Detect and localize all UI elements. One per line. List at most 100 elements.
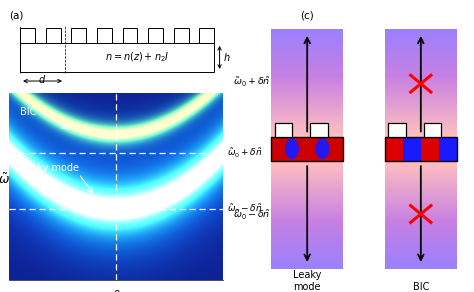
Bar <box>271 32 344 33</box>
Bar <box>384 123 457 124</box>
Bar <box>384 56 457 57</box>
Bar <box>271 58 344 60</box>
Bar <box>384 107 457 108</box>
Bar <box>271 35 344 37</box>
Bar <box>384 71 457 72</box>
Bar <box>384 126 457 127</box>
Bar <box>384 246 457 248</box>
Bar <box>271 258 344 260</box>
Bar <box>271 127 344 128</box>
Bar <box>384 231 457 233</box>
Bar <box>384 215 457 216</box>
Bar <box>46 29 61 43</box>
Bar <box>271 241 344 242</box>
Bar <box>271 237 344 238</box>
Bar <box>271 65 344 67</box>
Bar <box>271 176 344 177</box>
Bar <box>271 71 344 72</box>
Bar <box>424 123 441 137</box>
Bar <box>384 212 457 214</box>
Bar <box>271 38 344 39</box>
Bar <box>271 169 344 171</box>
Bar <box>271 45 344 46</box>
Bar <box>271 87 344 88</box>
Bar <box>271 256 344 257</box>
Bar <box>271 92 344 93</box>
Bar <box>271 264 344 265</box>
Bar <box>384 207 457 208</box>
Bar <box>271 231 344 233</box>
Bar <box>271 119 344 120</box>
Bar <box>271 72 344 73</box>
Bar <box>271 226 344 227</box>
Bar <box>271 69 344 71</box>
Bar <box>271 80 344 81</box>
Bar <box>384 130 457 131</box>
Bar <box>271 251 344 253</box>
Bar <box>384 220 457 222</box>
Bar <box>384 122 457 123</box>
Bar <box>271 222 344 223</box>
Bar <box>384 39 457 41</box>
Bar <box>271 191 344 192</box>
Bar <box>271 72 344 73</box>
Bar <box>271 249 344 250</box>
Bar <box>271 98 344 99</box>
Text: $d$: $d$ <box>38 74 46 86</box>
Bar <box>271 115 344 117</box>
Bar <box>384 199 457 200</box>
Bar <box>384 58 457 60</box>
Bar <box>384 233 457 234</box>
Ellipse shape <box>285 138 299 159</box>
Bar <box>384 208 457 210</box>
Bar <box>384 200 457 201</box>
Bar <box>271 188 344 189</box>
Text: BIC: BIC <box>20 107 36 117</box>
Bar <box>384 95 457 96</box>
Bar <box>384 98 457 99</box>
Bar <box>271 218 344 219</box>
Bar <box>271 73 344 74</box>
Bar <box>271 74 344 76</box>
Bar <box>384 264 457 265</box>
Bar <box>384 191 457 192</box>
Bar <box>384 41 457 42</box>
Bar <box>384 225 457 226</box>
Bar <box>384 237 457 238</box>
Bar <box>310 123 328 137</box>
Bar <box>271 30 344 32</box>
Bar <box>271 191 344 192</box>
Bar <box>384 219 457 220</box>
Bar <box>384 54 457 56</box>
Bar <box>271 44 344 45</box>
Bar <box>384 182 457 184</box>
Bar <box>271 37 344 38</box>
Bar <box>271 120 344 122</box>
Bar <box>384 214 457 215</box>
Bar <box>384 216 457 218</box>
Bar <box>271 108 344 110</box>
Bar <box>384 238 457 239</box>
Bar <box>384 102 457 103</box>
Bar <box>271 117 344 118</box>
Bar <box>271 114 344 115</box>
Bar <box>384 227 457 229</box>
Bar <box>271 137 344 161</box>
Bar <box>271 174 344 176</box>
Bar <box>384 112 457 114</box>
Bar <box>271 212 344 214</box>
Bar <box>384 79 457 80</box>
Bar <box>384 133 457 134</box>
Bar <box>384 230 457 231</box>
Bar <box>384 69 457 71</box>
Bar <box>384 67 457 68</box>
Bar <box>384 60 457 61</box>
Bar <box>384 237 457 238</box>
Bar <box>384 204 457 206</box>
Bar <box>271 61 344 62</box>
Bar <box>271 226 344 227</box>
Bar <box>384 124 457 126</box>
Bar <box>384 185 457 187</box>
Bar <box>271 134 344 135</box>
Bar <box>384 177 457 178</box>
